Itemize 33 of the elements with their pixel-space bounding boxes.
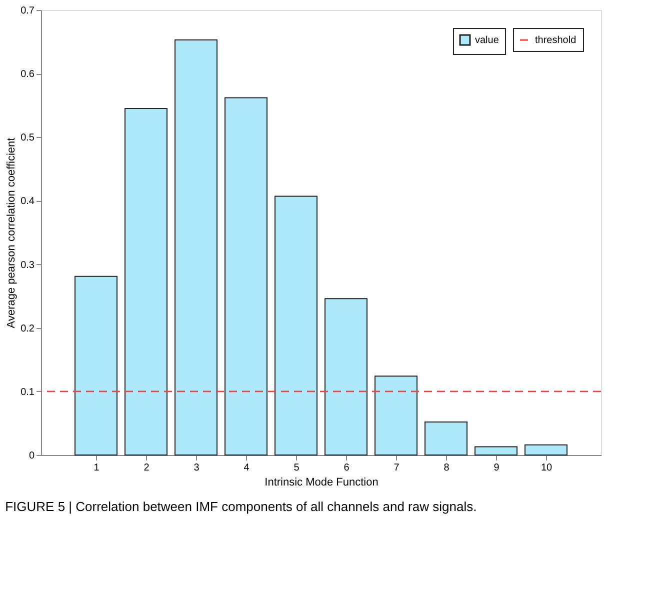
x-tick-label: 3 <box>194 462 200 474</box>
legend-label: value <box>475 35 500 46</box>
x-axis-title: Intrinsic Mode Function <box>264 476 378 488</box>
y-tick-label: 0.2 <box>20 323 35 334</box>
caption: FIGURE 5 | Correlation between IMF components of all channels and raw signals. <box>5 499 477 514</box>
x-tick-label: 9 <box>494 462 500 474</box>
y-tick-label: 0.7 <box>20 6 35 16</box>
bar <box>324 298 368 456</box>
bar <box>524 444 568 456</box>
bar <box>474 446 518 456</box>
bar <box>374 376 418 456</box>
x-tick-label: 5 <box>294 462 300 474</box>
x-tick-label: 8 <box>444 462 450 474</box>
legend-label: threshold <box>535 35 576 46</box>
bar <box>274 196 318 456</box>
y-tick-label: 0.3 <box>20 260 35 271</box>
y-tick-label: 0.4 <box>20 196 35 208</box>
y-tick-label: 0 <box>28 450 35 462</box>
x-tick-label: 1 <box>94 462 100 474</box>
x-tick-label: 4 <box>244 462 250 474</box>
x-tick-label: 6 <box>344 462 350 474</box>
bar <box>224 97 268 456</box>
x-tick-label: 2 <box>144 462 150 474</box>
y-tick-label: 0.6 <box>20 69 35 80</box>
bar <box>124 108 168 456</box>
bar <box>174 39 218 456</box>
y-tick-label: 0.5 <box>20 132 35 144</box>
bar <box>74 276 118 456</box>
y-axis-title: Average pearson correlation coefficient <box>6 138 18 328</box>
x-tick-label: 7 <box>394 462 400 474</box>
bar <box>424 421 468 456</box>
y-tick-label: 0.1 <box>20 386 35 398</box>
x-tick-label: 10 <box>540 462 552 474</box>
